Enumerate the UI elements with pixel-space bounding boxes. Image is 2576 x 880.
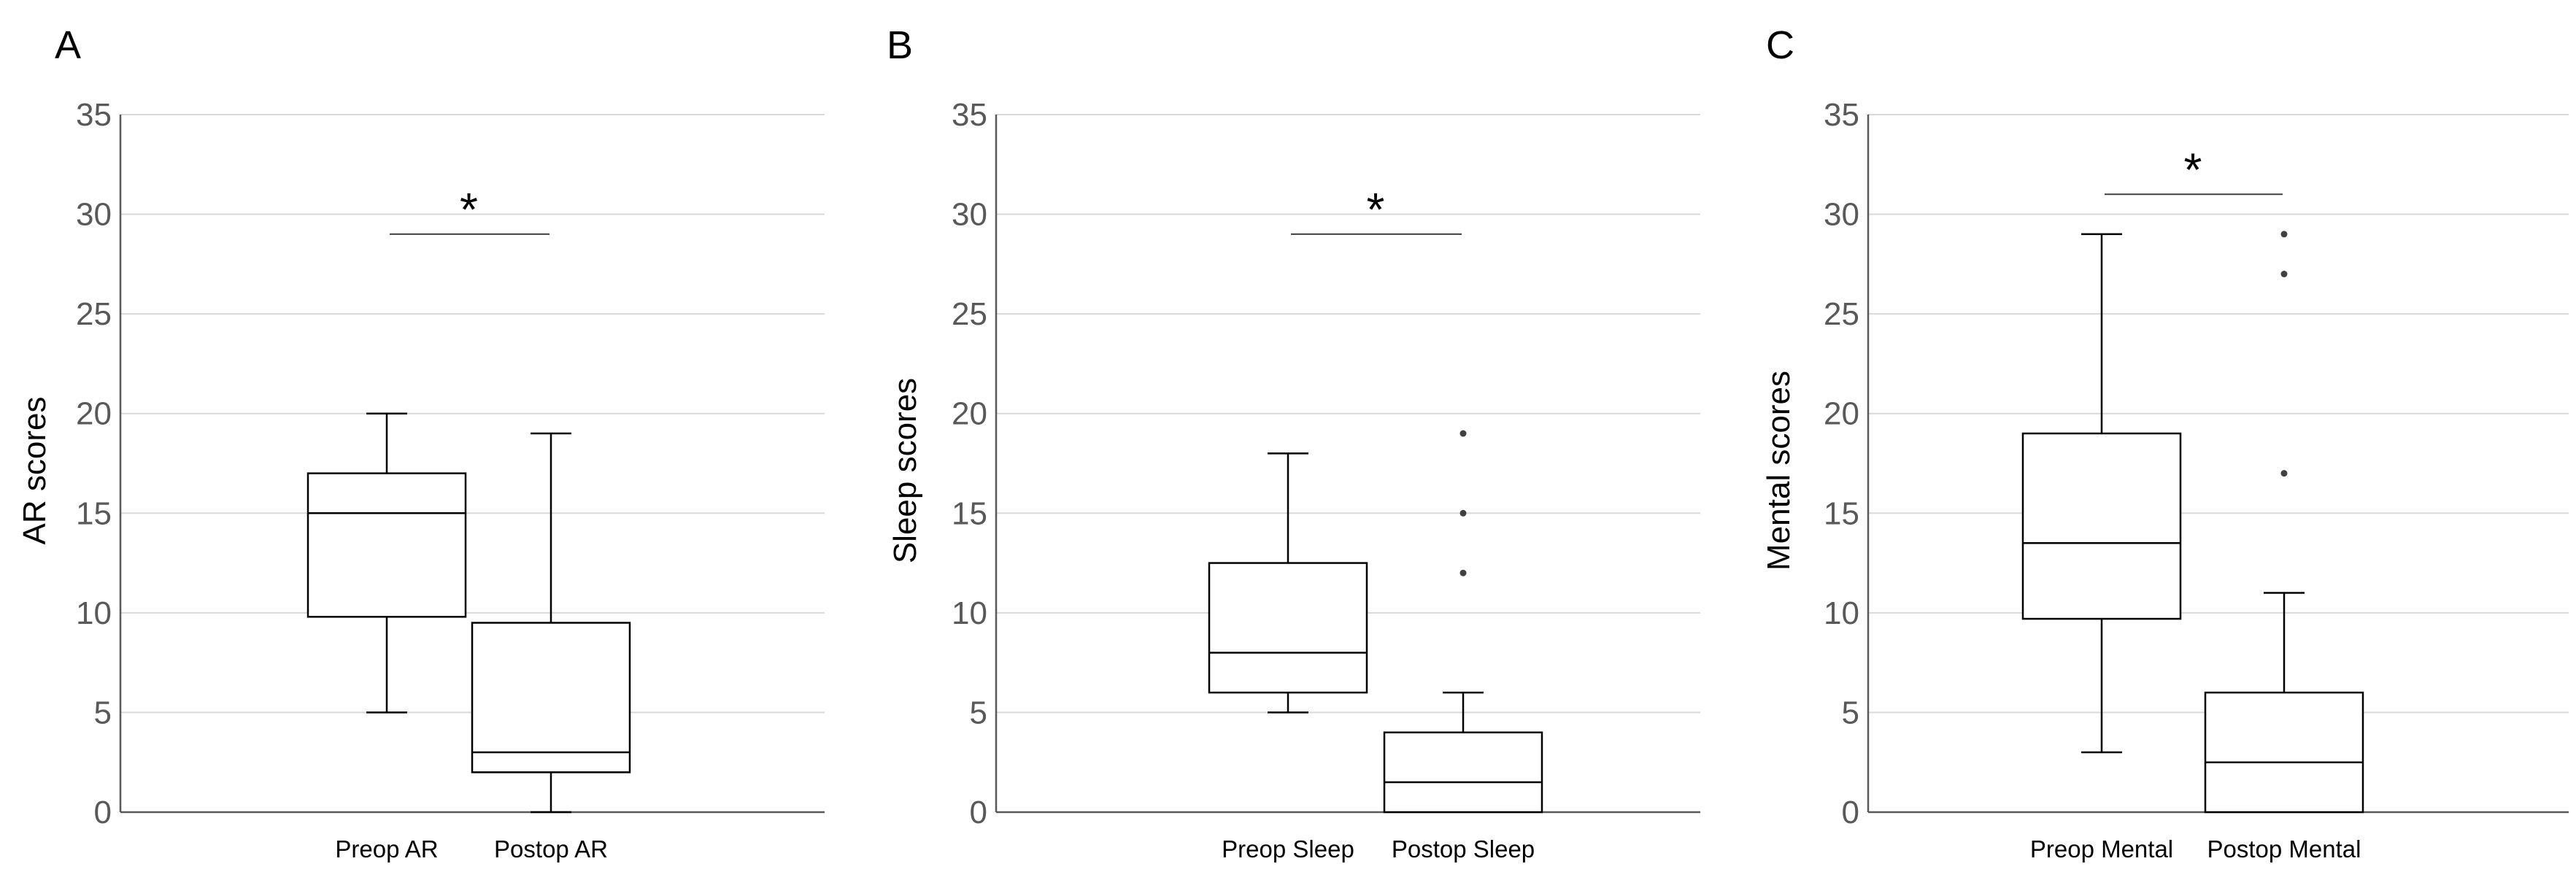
panel-letter: C xyxy=(1766,23,1794,67)
category-label: Preop Mental xyxy=(2030,835,2173,862)
box-iqr xyxy=(2021,432,2182,620)
box-iqr xyxy=(2204,691,2364,814)
box-iqr xyxy=(1208,562,1368,694)
y-tick-label: 30 xyxy=(1824,197,1859,233)
y-tick-label: 35 xyxy=(76,97,112,133)
panel-letter: A xyxy=(55,23,81,67)
outlier-point xyxy=(2280,271,2288,278)
y-tick-label: 10 xyxy=(952,595,987,631)
y-tick-label: 15 xyxy=(952,495,987,531)
y-tick-label: 10 xyxy=(1824,595,1859,631)
category-label: Postop Sleep xyxy=(1392,835,1535,862)
y-tick-label: 25 xyxy=(952,296,987,332)
category-label: Preop AR xyxy=(335,835,438,862)
y-tick-label: 15 xyxy=(1824,495,1859,531)
y-tick-label: 5 xyxy=(1842,695,1859,730)
y-tick-label: 35 xyxy=(952,97,987,133)
category-label: Preop Sleep xyxy=(1222,835,1354,862)
category-label: Postop AR xyxy=(494,835,608,862)
box-iqr xyxy=(306,472,467,618)
y-tick-label: 0 xyxy=(94,795,112,830)
y-tick-label: 25 xyxy=(1824,296,1859,332)
box-iqr xyxy=(471,622,631,773)
y-tick-label: 0 xyxy=(970,795,987,830)
y-tick-label: 20 xyxy=(1824,396,1859,432)
outlier-point xyxy=(1459,430,1467,437)
y-tick-label: 0 xyxy=(1842,795,1859,830)
category-label: Postop Mental xyxy=(2207,835,2361,862)
outlier-point xyxy=(2280,231,2288,238)
y-tick-label: 25 xyxy=(76,296,112,332)
significance-marker: * xyxy=(460,183,478,236)
y-axis-label: Sleep scores xyxy=(887,378,923,563)
outlier-point xyxy=(1459,569,1467,576)
significance-marker: * xyxy=(1367,183,1385,236)
y-axis-label: Mental scores xyxy=(1761,371,1797,571)
panel-c: 0 5 10 15 20 25 30 35 C Mental scores Preop Mental… xyxy=(1761,23,2569,862)
panel-b: 0 5 10 15 20 25 30 35 B Sleep scores Preop Sleep Po… xyxy=(887,23,1700,862)
y-tick-label: 15 xyxy=(76,495,112,531)
y-tick-label: 20 xyxy=(76,396,112,432)
y-tick-label: 20 xyxy=(952,396,987,432)
outlier-point xyxy=(1459,509,1467,517)
outlier-point xyxy=(2280,470,2288,477)
y-tick-label: 5 xyxy=(94,695,112,730)
significance-marker: * xyxy=(2184,143,2202,196)
y-tick-label: 5 xyxy=(970,695,987,730)
y-tick-label: 10 xyxy=(76,595,112,631)
panel-a: 0 5 10 15 20 25 30 35 A AR scores Preop AR Postop A… xyxy=(17,23,825,862)
box-iqr xyxy=(1383,731,1543,814)
y-axis-label: AR scores xyxy=(17,397,53,545)
y-tick-label: 30 xyxy=(952,197,987,233)
y-tick-label: 35 xyxy=(1824,97,1859,133)
panel-letter: B xyxy=(887,23,913,67)
y-tick-label: 30 xyxy=(76,197,112,233)
